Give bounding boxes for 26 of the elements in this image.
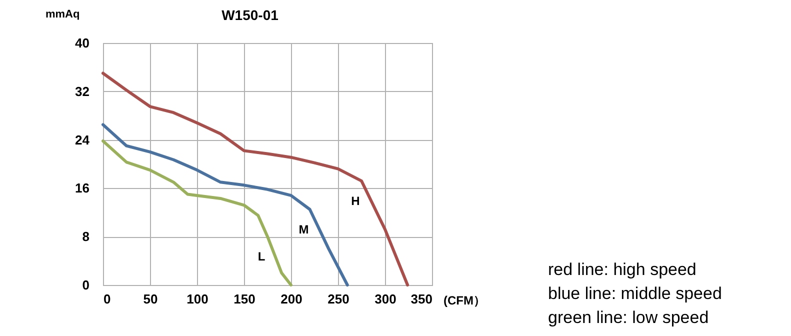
line-series: [102, 72, 410, 286]
y-tick-label: 8: [82, 229, 90, 244]
x-axis-title: (CFM）: [444, 294, 486, 308]
series-label: H: [351, 194, 360, 208]
series-label: M: [298, 222, 309, 236]
y-tick-label: 40: [75, 36, 90, 50]
x-tick-label: 300: [374, 292, 396, 306]
x-tick-label: 350: [410, 292, 432, 306]
x-tick-label: 250: [328, 292, 350, 306]
text: blue line: middle speed: [548, 284, 722, 303]
y-tick-label: 32: [75, 84, 90, 99]
text: red line: high speed: [548, 260, 696, 279]
y-tick-label: 24: [75, 132, 90, 148]
y-tick-label: 0: [82, 278, 90, 292]
y-tick-label: 16: [75, 180, 90, 196]
x-tick-label: 50: [143, 292, 158, 306]
y-axis-title: mmAq: [46, 8, 80, 20]
series-label: L: [258, 250, 266, 264]
x-tick-label: 100: [186, 292, 208, 306]
chart-title: W150-01: [222, 7, 279, 23]
x-tick-label: 0: [104, 292, 111, 306]
x-tick-label: 150: [234, 292, 256, 306]
text: green line: low speed: [548, 308, 709, 327]
line-series: [102, 140, 292, 286]
line-series: [102, 123, 349, 286]
x-tick-label: 200: [280, 292, 302, 306]
